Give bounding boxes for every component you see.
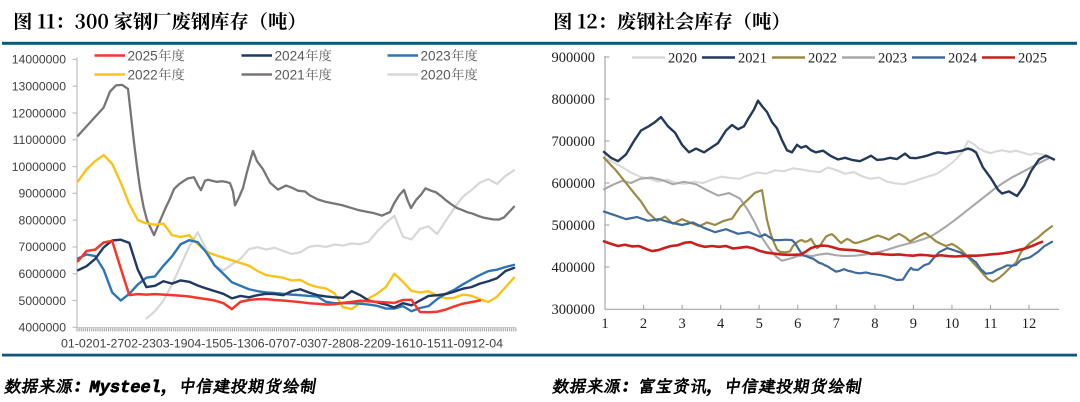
svg-text:2020: 2020 — [668, 50, 697, 66]
svg-text:3: 3 — [678, 316, 685, 332]
svg-text:2022: 2022 — [128, 67, 158, 82]
svg-text:2025: 2025 — [1018, 50, 1047, 66]
svg-text:5000000: 5000000 — [19, 294, 67, 308]
svg-text:7000000: 7000000 — [19, 240, 67, 254]
svg-text:900000: 900000 — [552, 50, 596, 66]
svg-text:11: 11 — [984, 316, 998, 332]
svg-text:8000000: 8000000 — [19, 213, 67, 227]
svg-text:800000: 800000 — [552, 92, 596, 108]
svg-text:12: 12 — [1022, 316, 1037, 332]
svg-text:8: 8 — [871, 316, 878, 332]
svg-text:6000000: 6000000 — [19, 267, 67, 281]
svg-text:7: 7 — [833, 316, 840, 332]
svg-text:14000000: 14000000 — [12, 53, 66, 67]
svg-text:1: 1 — [601, 316, 608, 332]
svg-text:9: 9 — [910, 316, 917, 332]
svg-text:13000000: 13000000 — [12, 79, 66, 93]
svg-text:2: 2 — [640, 316, 647, 332]
svg-text:2023: 2023 — [421, 48, 451, 63]
svg-text:6: 6 — [794, 316, 801, 332]
svg-text:400000: 400000 — [552, 260, 596, 276]
svg-text:2020: 2020 — [421, 67, 452, 82]
svg-text:4000000: 4000000 — [19, 321, 67, 335]
svg-text:2025: 2025 — [128, 48, 158, 63]
svg-text:11000000: 11000000 — [13, 133, 67, 147]
svg-text:01-0201-2702-2303-1904-1505-13: 01-0201-2702-2303-1904-1505-1306-0707-03… — [61, 337, 503, 351]
svg-text:5: 5 — [756, 316, 763, 332]
svg-text:600000: 600000 — [552, 176, 596, 192]
svg-text:700000: 700000 — [552, 134, 596, 150]
svg-text:2021: 2021 — [275, 67, 305, 82]
svg-text:2024: 2024 — [948, 50, 978, 66]
svg-text:2021: 2021 — [738, 50, 767, 66]
svg-text:2024: 2024 — [275, 48, 306, 63]
svg-text:500000: 500000 — [552, 218, 596, 234]
svg-text:2022: 2022 — [808, 50, 837, 66]
svg-text:10000000: 10000000 — [12, 160, 66, 174]
svg-text:12000000: 12000000 — [12, 106, 66, 120]
svg-text:4: 4 — [717, 316, 725, 332]
svg-text:2023: 2023 — [878, 50, 907, 66]
svg-text:9000000: 9000000 — [19, 187, 67, 201]
svg-text:300000: 300000 — [552, 302, 596, 318]
svg-text:10: 10 — [945, 316, 960, 332]
